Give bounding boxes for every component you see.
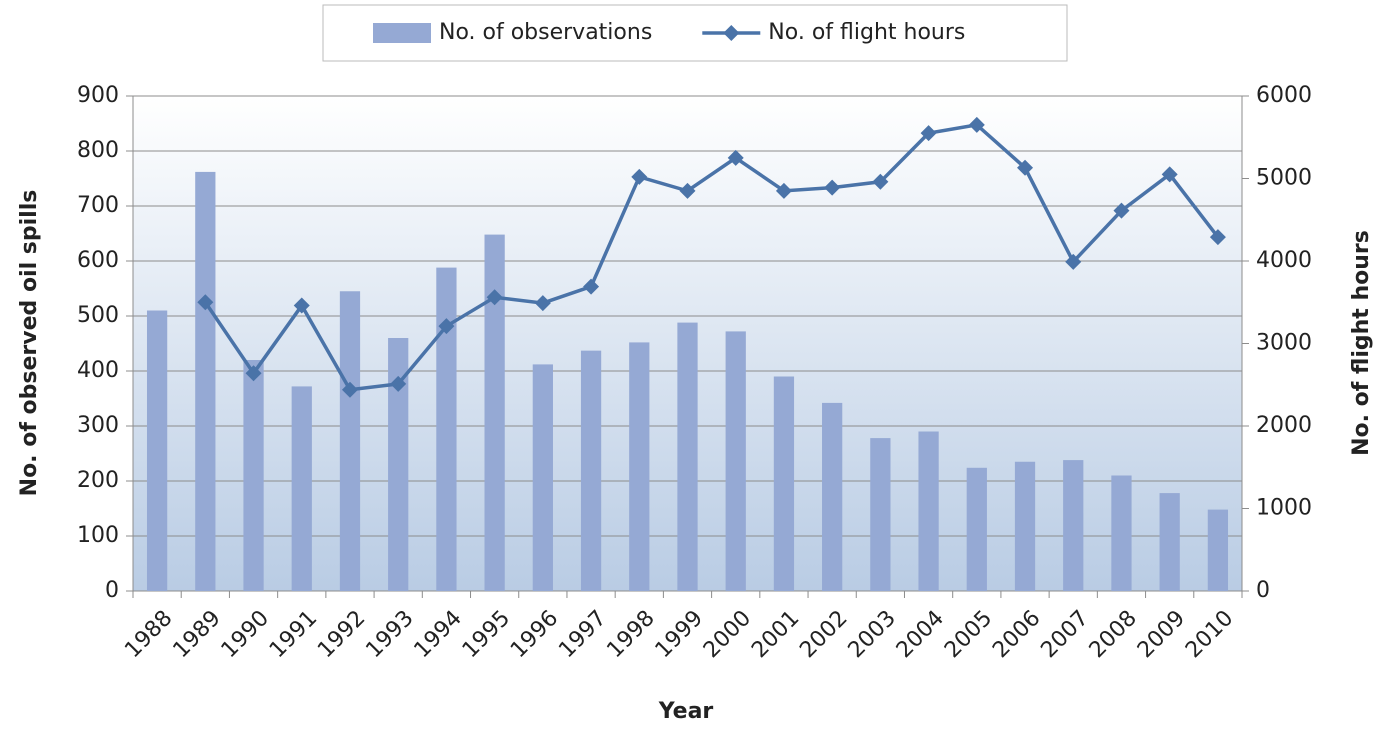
x-tick-label: 2000 bbox=[699, 606, 756, 663]
x-tick-label: 1993 bbox=[361, 606, 418, 663]
y2-axis-label: No. of flight hours bbox=[1349, 230, 1374, 456]
x-tick-label: 1988 bbox=[120, 606, 177, 663]
bar bbox=[243, 360, 264, 591]
y-tick-label: 200 bbox=[77, 468, 119, 493]
bar bbox=[1014, 461, 1036, 591]
line-marker bbox=[245, 365, 262, 382]
x-tick-label: 1995 bbox=[458, 606, 515, 663]
bar bbox=[1111, 475, 1132, 591]
line-marker bbox=[1065, 253, 1082, 270]
x-tick-label: 1989 bbox=[169, 606, 226, 663]
x-tick-label: 2006 bbox=[988, 606, 1045, 663]
line-marker bbox=[920, 125, 937, 142]
line-marker bbox=[679, 182, 696, 199]
x-tick-label: 2002 bbox=[795, 606, 852, 663]
x-tick-label: 2005 bbox=[940, 606, 997, 663]
x-tick-label: 1998 bbox=[602, 606, 659, 663]
bar bbox=[580, 350, 602, 591]
line-marker bbox=[824, 179, 841, 196]
x-tick-label: 2010 bbox=[1181, 606, 1238, 663]
bar bbox=[1063, 460, 1084, 591]
y-tick-label: 500 bbox=[77, 303, 119, 328]
line-marker bbox=[390, 375, 407, 392]
line-marker bbox=[534, 295, 551, 312]
x-tick-label: 1992 bbox=[313, 606, 370, 663]
bar bbox=[629, 342, 650, 591]
line-marker bbox=[293, 297, 310, 314]
x-tick-label: 1996 bbox=[506, 606, 563, 663]
line bbox=[203, 123, 1220, 392]
y-tick-label: 400 bbox=[77, 358, 119, 383]
legend-label: No. of flight hours bbox=[768, 20, 965, 45]
x-tick-label: 1999 bbox=[651, 606, 708, 663]
line-marker bbox=[631, 168, 648, 185]
y-tick-label: 800 bbox=[77, 138, 119, 163]
bar bbox=[484, 234, 505, 591]
x-tick-label: 2008 bbox=[1085, 606, 1142, 663]
bar bbox=[725, 331, 746, 591]
x-tick-label: 1990 bbox=[217, 606, 274, 663]
y-tick-label: 600 bbox=[77, 248, 119, 273]
y2-tick-label: 5000 bbox=[1256, 166, 1312, 191]
bar bbox=[1159, 493, 1180, 591]
line-marker bbox=[438, 318, 455, 335]
y-tick-label: 300 bbox=[77, 413, 119, 438]
bar bbox=[677, 322, 698, 591]
y2-tick-label: 2000 bbox=[1256, 413, 1312, 438]
bar bbox=[918, 431, 939, 591]
x-tick-label: 2007 bbox=[1036, 606, 1093, 663]
x-tick-label: 1997 bbox=[554, 606, 611, 663]
line-marker bbox=[968, 116, 985, 133]
y2-tick-label: 1000 bbox=[1256, 496, 1312, 521]
y-tick-label: 0 bbox=[105, 578, 119, 603]
y2-tick-label: 6000 bbox=[1256, 83, 1312, 108]
x-tick-label: 2001 bbox=[747, 606, 804, 663]
bar bbox=[436, 267, 457, 591]
line-marker bbox=[341, 381, 358, 398]
bar bbox=[291, 386, 312, 591]
line-marker bbox=[197, 294, 214, 311]
x-tick-label: 2009 bbox=[1133, 606, 1190, 663]
line-marker bbox=[727, 149, 744, 166]
x-tick-label: 1991 bbox=[265, 606, 322, 663]
line-marker bbox=[775, 182, 792, 199]
y-axis-label: No. of observed oil spills bbox=[17, 190, 42, 497]
bar bbox=[339, 291, 361, 591]
line-marker bbox=[486, 289, 503, 306]
bar bbox=[195, 171, 216, 591]
y-tick-label: 100 bbox=[77, 523, 119, 548]
bar bbox=[870, 438, 891, 591]
legend-label: No. of observations bbox=[439, 20, 652, 45]
line-marker bbox=[1113, 202, 1130, 219]
line-marker bbox=[872, 173, 889, 190]
line-marker bbox=[1017, 159, 1034, 176]
legend-swatch bbox=[373, 23, 431, 43]
legend-box bbox=[322, 4, 1068, 62]
bar bbox=[1207, 509, 1229, 591]
x-tick-label: 2003 bbox=[844, 606, 901, 663]
x-tick-label: 2004 bbox=[892, 606, 949, 663]
x-tick-label: 1994 bbox=[410, 606, 467, 663]
line-marker bbox=[583, 278, 600, 295]
bar bbox=[388, 338, 409, 591]
legend-marker bbox=[723, 25, 740, 41]
y2-tick-label: 3000 bbox=[1256, 331, 1312, 356]
bar bbox=[966, 467, 987, 591]
x-axis-label: Year bbox=[658, 699, 714, 724]
y2-tick-label: 0 bbox=[1256, 578, 1270, 603]
y2-tick-label: 4000 bbox=[1256, 248, 1312, 273]
bar bbox=[822, 402, 843, 591]
line-marker bbox=[1161, 166, 1178, 183]
bar bbox=[146, 310, 168, 591]
bar bbox=[532, 364, 553, 591]
line-marker bbox=[1209, 229, 1226, 246]
bar bbox=[773, 376, 795, 591]
y-tick-label: 700 bbox=[77, 193, 119, 218]
y-tick-label: 900 bbox=[77, 83, 119, 108]
